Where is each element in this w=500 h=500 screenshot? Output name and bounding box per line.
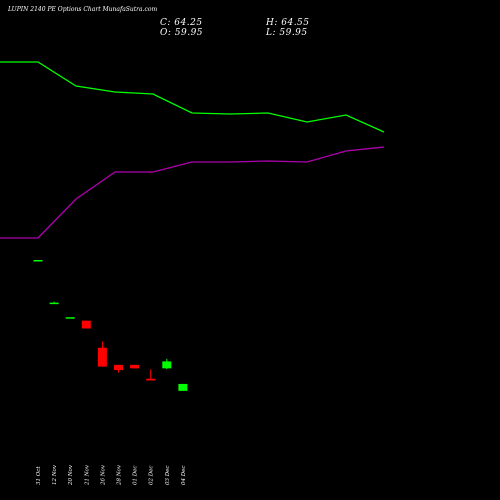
x-tick-label: 04 Dec <box>181 466 187 486</box>
low-value: L: 59.95 <box>266 28 308 38</box>
candle-body-5 <box>114 364 123 371</box>
candle-body-8 <box>162 361 172 369</box>
band-lines <box>0 61 385 239</box>
chart-title: LUPIN 2140 PE Options Chart MunafaSutra.… <box>8 6 158 13</box>
x-tick-label: 28 Nov <box>117 464 123 486</box>
candle-body-1 <box>49 302 59 305</box>
candle-body-6 <box>130 364 140 369</box>
candle-body-9 <box>178 383 188 391</box>
x-tick-label: 31 Oct <box>36 466 42 485</box>
x-tick-label: 03 Dec <box>165 466 171 486</box>
candle-body-7 <box>146 378 156 381</box>
upper-band-line <box>0 61 385 133</box>
candle-body-2 <box>65 317 75 319</box>
x-tick-label: 01 Dec <box>133 466 139 486</box>
lower-band-line <box>0 146 385 239</box>
x-tick-label: 26 Nov <box>100 464 106 486</box>
close-value: C: 64.25 <box>160 18 203 28</box>
candle-body-3 <box>81 320 91 329</box>
x-tick-label: 21 Nov <box>84 464 90 486</box>
x-axis-labels: 31 Oct 12 Nov 20 Nov 21 Nov 26 Nov 28 Nov 01 D… <box>36 464 187 486</box>
x-tick-label: 20 Nov <box>68 464 74 486</box>
high-value: H: 64.55 <box>266 18 310 28</box>
candles <box>33 260 188 391</box>
open-value: O: 59.95 <box>160 28 204 38</box>
candle-body-4 <box>97 347 107 367</box>
x-tick-label: 12 Nov <box>52 464 58 485</box>
x-tick-label: 02 Dec <box>149 466 155 486</box>
candle-body-0 <box>33 260 43 262</box>
